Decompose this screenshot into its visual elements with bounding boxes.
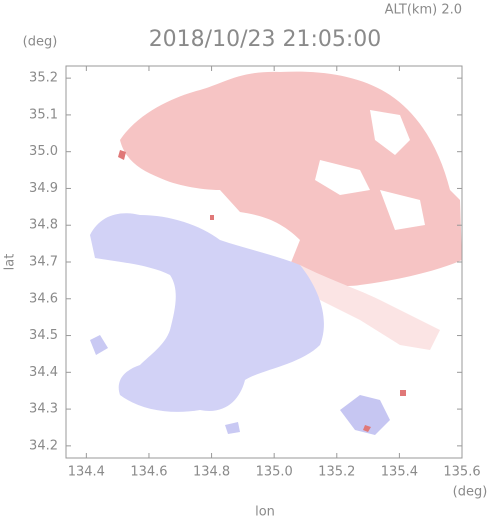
echo-region xyxy=(300,265,440,350)
x-tick-label: 134.4 xyxy=(68,465,105,480)
x-tick-label: 134.8 xyxy=(193,465,230,480)
echo-field xyxy=(90,71,462,435)
x-tick-label: 134.6 xyxy=(130,465,167,480)
y-tick-label: 34.3 xyxy=(29,402,58,417)
echo-region xyxy=(90,213,324,412)
y-tick-label: 34.4 xyxy=(29,365,58,380)
y-unit: (deg) xyxy=(23,35,58,50)
x-axis-label: lon xyxy=(255,505,275,520)
y-tick-label: 35.0 xyxy=(29,144,58,159)
y-tick-label: 34.5 xyxy=(29,328,58,343)
echo-region xyxy=(315,110,425,230)
y-tick-label: 35.2 xyxy=(29,71,58,86)
y-axis-label: lat xyxy=(3,254,18,271)
x-tick-label: 135.2 xyxy=(318,465,355,480)
y-tick-label: 34.9 xyxy=(29,181,58,196)
chart-title: 2018/10/23 21:05:00 xyxy=(149,27,382,52)
x-tick-label: 135.6 xyxy=(443,465,480,480)
y-tick-label: 34.7 xyxy=(29,255,58,270)
y-tick-label: 34.8 xyxy=(29,218,58,233)
altitude-label: ALT(km) 2.0 xyxy=(385,3,462,18)
y-tick-label: 34.6 xyxy=(29,291,58,306)
y-tick-label: 35.1 xyxy=(29,107,58,122)
x-tick-label: 135.4 xyxy=(381,465,418,480)
x-unit: (deg) xyxy=(453,485,488,500)
echo-region xyxy=(90,335,240,434)
x-tick-label: 135.0 xyxy=(256,465,293,480)
y-tick-label: 34.2 xyxy=(29,438,58,453)
echo-region xyxy=(340,395,390,435)
